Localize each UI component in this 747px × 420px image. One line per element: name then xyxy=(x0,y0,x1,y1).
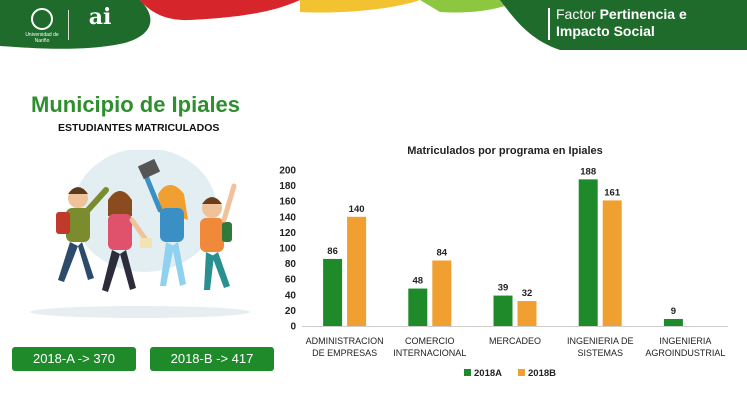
data-label: 48 xyxy=(413,276,424,287)
legend-swatch xyxy=(464,369,471,376)
bar-2018b xyxy=(517,301,537,326)
bar-2018a xyxy=(323,258,343,326)
header-title-line2: Impacto Social xyxy=(556,23,655,39)
data-label: 9 xyxy=(671,306,676,317)
bar-2018a xyxy=(663,318,683,326)
legend-swatch xyxy=(518,369,525,376)
stat-2018b-badge: 2018-B -> 417 xyxy=(150,347,274,371)
x-tick-label: SISTEMAS xyxy=(577,348,623,358)
y-tick-label: 200 xyxy=(279,166,296,177)
stat-2018a-badge: 2018-A -> 370 xyxy=(12,347,136,371)
x-tick-label: COMERCIO xyxy=(405,336,455,346)
y-tick-label: 40 xyxy=(285,290,297,301)
x-tick-label: ADMINISTRACION xyxy=(306,336,384,346)
university-logo: Universidad de Nariño xyxy=(22,8,62,44)
legend-label: 2018B xyxy=(528,368,556,379)
student-2-figure xyxy=(102,191,152,292)
header-decoration xyxy=(0,0,747,50)
data-label: 32 xyxy=(522,288,533,299)
ai-logo: ai xyxy=(74,6,126,46)
header-title-bold: Pertinencia e xyxy=(599,6,687,22)
page-title: Municipio de Ipiales xyxy=(31,92,241,117)
data-label: 86 xyxy=(327,246,338,257)
data-label: 84 xyxy=(437,247,448,258)
header-wave-red xyxy=(140,0,300,21)
student-4-figure xyxy=(200,183,237,290)
y-tick-label: 60 xyxy=(285,275,297,286)
bar-2018a xyxy=(578,179,598,326)
header-wave-right xyxy=(500,0,747,50)
header-wave-lightgreen xyxy=(420,0,520,13)
header-title: Factor Pertinencia e Impacto Social xyxy=(556,6,687,40)
y-tick-label: 180 xyxy=(279,181,296,192)
data-label: 161 xyxy=(604,187,621,198)
y-tick-label: 100 xyxy=(279,244,296,255)
bar-2018b xyxy=(432,260,452,326)
ai-logo-mark: ai xyxy=(88,4,112,30)
data-label: 39 xyxy=(498,283,509,294)
bar-2018b xyxy=(602,200,622,326)
x-tick-label: DE EMPRESAS xyxy=(312,348,377,358)
y-tick-label: 140 xyxy=(279,212,296,223)
enrollment-bar-chart: Matriculados por programa en Ipiales 0 20 4… xyxy=(270,140,740,390)
header-title-prefix: Factor xyxy=(556,6,596,22)
data-label: 188 xyxy=(580,166,596,177)
chart-svg: Matriculados por programa en Ipiales 0 20 4… xyxy=(279,145,728,379)
header-wave-yellow xyxy=(300,0,420,13)
header-title-bar xyxy=(548,8,550,40)
university-seal-icon xyxy=(31,8,53,30)
logo-divider xyxy=(68,10,69,40)
x-tick-label: INGENIERIA DE xyxy=(567,336,634,346)
page-subtitle: ESTUDIANTES MATRICULADOS xyxy=(58,122,220,134)
bar-2018a xyxy=(493,295,513,326)
header-banner: Universidad de Nariño ai Factor Pertinen… xyxy=(0,0,747,50)
university-logo-caption: Universidad de Nariño xyxy=(25,32,59,44)
bar-2018a xyxy=(408,288,428,326)
y-tick-label: 120 xyxy=(279,228,296,239)
student-3-figure xyxy=(137,158,188,286)
students-illustration xyxy=(20,148,260,320)
chart-title: Matriculados por programa en Ipiales xyxy=(407,145,603,157)
x-tick-label: AGROINDUSTRIAL xyxy=(645,348,725,358)
legend-label: 2018A xyxy=(474,368,502,379)
student-1-figure xyxy=(56,187,109,282)
y-tick-label: 0 xyxy=(290,322,296,333)
y-tick-label: 160 xyxy=(279,197,296,208)
x-tick-label: INTERNACIONAL xyxy=(393,348,466,358)
bar-2018b xyxy=(347,216,367,326)
x-tick-label: MERCADEO xyxy=(489,336,541,346)
data-label: 140 xyxy=(349,204,365,215)
x-tick-label: INGENIERIA xyxy=(659,336,711,346)
y-tick-label: 20 xyxy=(285,306,297,317)
y-tick-label: 80 xyxy=(285,259,297,270)
illustration-shadow xyxy=(30,306,250,318)
